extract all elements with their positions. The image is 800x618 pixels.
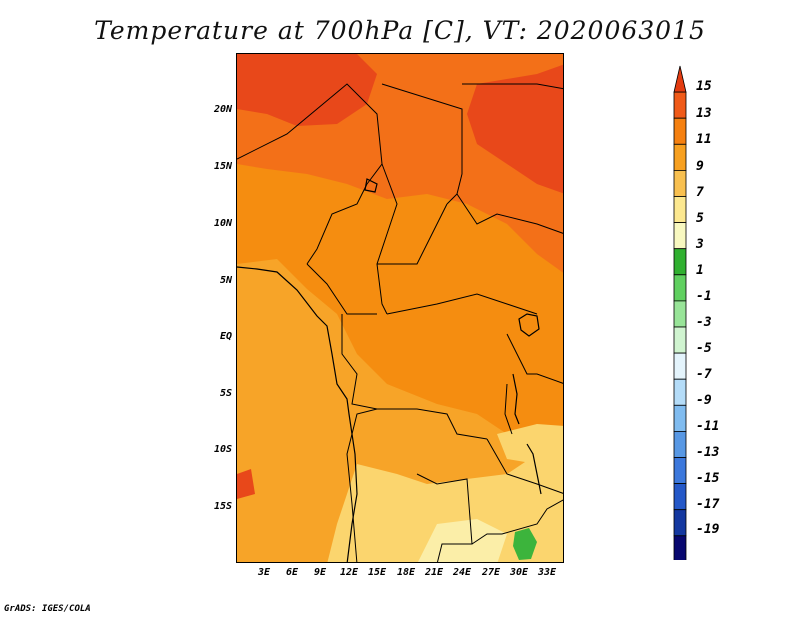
colorbar-label: -19 [696,522,720,537]
lat-label: 5N [219,275,232,286]
lon-label: 15E [367,567,387,578]
colorbar-label: -9 [696,393,712,408]
colorbar-label: -15 [696,471,720,486]
colorbar-segment [673,430,687,458]
map-panel [236,53,564,563]
colorbar-label: 1 [696,263,704,278]
lat-label: EQ [219,331,232,342]
colorbar-label: 15 [696,79,712,94]
colorbar-segment [673,117,687,145]
map-title: Temperature at 700hPa [C], VT: 202006301… [94,16,706,45]
lon-label: 33E [537,567,557,578]
colorbar-label: 7 [696,185,704,200]
country-borders [237,83,563,562]
colorbar-segment [673,509,687,537]
lon-label: 18E [396,567,416,578]
colorbar-segment [673,274,687,302]
lon-label: 30E [509,567,529,578]
colorbar-segment [673,404,687,432]
colorbar-label: 5 [696,211,704,226]
colorbar-segment [673,326,687,354]
colorbar-label: -11 [696,419,720,434]
lon-label: 9E [313,567,327,578]
colorbar-segment [673,91,687,119]
colorbar-segment [673,222,687,250]
lon-label: 3E [257,567,271,578]
lat-label: 5S [219,388,232,399]
lat-label: 20N [213,104,232,115]
colorbar-label: 11 [696,132,712,147]
colorbar-segment [673,248,687,276]
colorbar-segment [673,170,687,197]
temp-band-13-15-ne [467,64,563,194]
colorbar-label: -7 [696,367,712,382]
lakes [364,178,542,495]
colorbar-label: -1 [696,289,712,304]
colorbar-label: -5 [696,341,712,356]
temp-band-13-15-sw [237,469,255,499]
lon-label: 21E [424,567,444,578]
colorbar-label: -17 [696,497,720,512]
colorbar-segment [673,457,687,485]
colorbar-segment [673,483,687,511]
colorbar-segment [673,352,687,380]
temp-band-1-3 [513,528,537,560]
colorbar-arrow-top [673,65,687,93]
colorbar-label: 9 [696,159,704,174]
colorbar-segment [673,143,687,171]
lat-label: 15N [213,161,232,172]
lon-label: 6E [285,567,299,578]
colorbar-segment [673,378,687,406]
lat-label: 15S [213,501,232,512]
lat-label: 10N [213,218,232,229]
colorbar [673,65,687,560]
colorbar-label: 3 [696,237,704,252]
colorbar-label: -13 [696,445,720,460]
credit-text: GrADS: IGES/COLA [4,604,91,614]
lon-label: 27E [481,567,501,578]
lat-label: 10S [213,444,232,455]
lon-label: 12E [339,567,359,578]
colorbar-label: -3 [696,315,712,330]
coastline [237,266,358,562]
temp-band-13-15-nw [237,54,377,126]
colorbar-segment [673,300,687,328]
temperature-field [237,54,563,562]
colorbar-label: 13 [696,106,712,121]
colorbar-segment [673,196,687,224]
colorbar-segment [673,535,687,560]
lon-label: 24E [452,567,472,578]
